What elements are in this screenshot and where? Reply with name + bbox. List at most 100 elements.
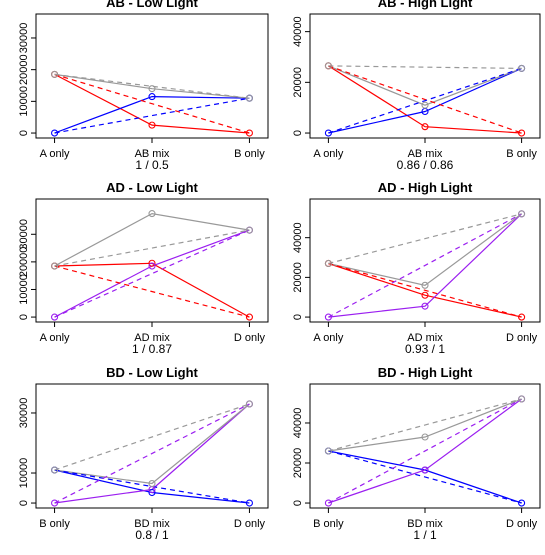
chart-panel-2: AB - High Light 0 20000 40000 A only AB mix B …	[292, 0, 541, 172]
series-line-dashed	[328, 213, 522, 318]
data-point	[245, 129, 253, 137]
data-point	[148, 93, 156, 101]
data-point	[148, 479, 156, 488]
chart-panel-4: AD - High Light 0 20000 40000 A only AD mix D …	[292, 180, 541, 356]
series-line-dashed	[328, 262, 522, 318]
series-line-dashed	[54, 469, 250, 504]
y-tick-label: 0	[292, 314, 304, 320]
data-point	[421, 291, 429, 299]
data-point	[245, 499, 253, 507]
y-tick-label: 10000	[18, 86, 30, 117]
y-tick-label: 40000	[292, 16, 304, 47]
series-line-dashed	[328, 398, 522, 452]
panel-subtitle: 0.93 / 1	[405, 342, 445, 356]
series-line-dashed	[54, 403, 250, 471]
data-point	[518, 129, 526, 137]
x-tick-label: D only	[234, 518, 266, 530]
x-tick-label: AD mix	[407, 332, 443, 344]
x-tick-label: B only	[313, 518, 344, 530]
y-tick-label: 10000	[18, 274, 30, 305]
series-line	[328, 398, 522, 452]
y-tick-label: 20000	[18, 247, 30, 278]
series-line	[328, 213, 523, 318]
panel-title: AB - High Light	[378, 0, 473, 10]
series-line	[54, 95, 250, 134]
data-point	[148, 121, 156, 129]
panel-title: AD - Low Light	[106, 180, 198, 195]
series-line	[328, 262, 522, 318]
data-point	[148, 262, 156, 270]
x-tick-label: B only	[39, 518, 70, 530]
y-tick-label: 30000	[18, 398, 30, 429]
chart-panel-5: BD - Low Light 0 10000 30000 B only BD mix D o…	[18, 365, 269, 542]
panel-subtitle: 1 / 0.87	[132, 342, 172, 356]
plot-frame	[35, 13, 269, 139]
data-point	[421, 302, 429, 310]
series-line	[54, 73, 250, 99]
y-tick-label: 20000	[18, 54, 30, 85]
x-tick-label: D only	[506, 518, 538, 530]
panel-title: BD - High Light	[378, 365, 473, 380]
series-line	[328, 65, 522, 134]
y-tick-label: 0	[18, 314, 30, 320]
data-point	[51, 466, 59, 474]
series-line-dashed	[54, 265, 250, 318]
series-line	[328, 65, 522, 106]
series-line-dashed	[328, 65, 522, 69]
series-line-dashed	[54, 229, 250, 267]
x-tick-label: BD mix	[134, 518, 170, 530]
panel-subtitle: 0.86 / 0.86	[397, 158, 454, 172]
panel-title: BD - Low Light	[106, 365, 198, 380]
series-line-dashed	[328, 65, 522, 134]
y-tick-label: 20000	[292, 67, 304, 98]
series-line-dashed	[54, 73, 250, 134]
y-tick-label: 0	[292, 500, 304, 506]
series-line-dashed	[54, 403, 250, 504]
data-point	[324, 313, 332, 321]
series-line	[328, 213, 522, 286]
data-point	[421, 433, 429, 441]
y-tick-label: 0	[18, 130, 30, 136]
data-point	[245, 226, 253, 234]
x-tick-label: A only	[40, 148, 70, 160]
series-line-dashed	[328, 398, 522, 504]
data-point	[324, 499, 332, 507]
series-line-dashed	[328, 450, 522, 504]
data-point	[518, 313, 526, 321]
data-point	[324, 62, 332, 70]
data-point	[324, 259, 332, 268]
y-tick-label: 30000	[18, 219, 30, 250]
data-point	[148, 85, 156, 93]
series-line-dashed	[54, 97, 250, 134]
data-point	[51, 499, 59, 507]
y-tick-label: 30000	[18, 23, 30, 54]
panel-title: AB - Low Light	[106, 0, 198, 10]
y-tick-label: 20000	[292, 448, 304, 479]
panel-subtitle: 1 / 0.5	[135, 158, 169, 172]
panel-subtitle: 0.8 / 1	[135, 528, 169, 542]
data-point	[324, 129, 332, 137]
data-point	[421, 466, 429, 474]
data-point	[148, 488, 156, 497]
data-point	[51, 313, 59, 321]
data-point	[518, 64, 526, 72]
data-point	[51, 262, 59, 270]
series-line	[54, 403, 250, 485]
series-line	[54, 212, 250, 267]
data-point	[148, 210, 156, 218]
data-point	[518, 499, 526, 507]
data-point	[51, 70, 59, 78]
x-tick-label: A only	[313, 148, 343, 160]
y-tick-label: 10000	[18, 458, 30, 489]
series-line-dashed	[328, 213, 522, 265]
y-tick-label: 0	[292, 130, 304, 136]
x-tick-label: AB mix	[408, 148, 443, 160]
x-tick-label: A only	[40, 332, 70, 344]
x-tick-label: D only	[506, 332, 538, 344]
x-tick-label: D only	[234, 332, 266, 344]
data-point	[148, 259, 156, 267]
y-tick-label: 0	[18, 500, 30, 506]
